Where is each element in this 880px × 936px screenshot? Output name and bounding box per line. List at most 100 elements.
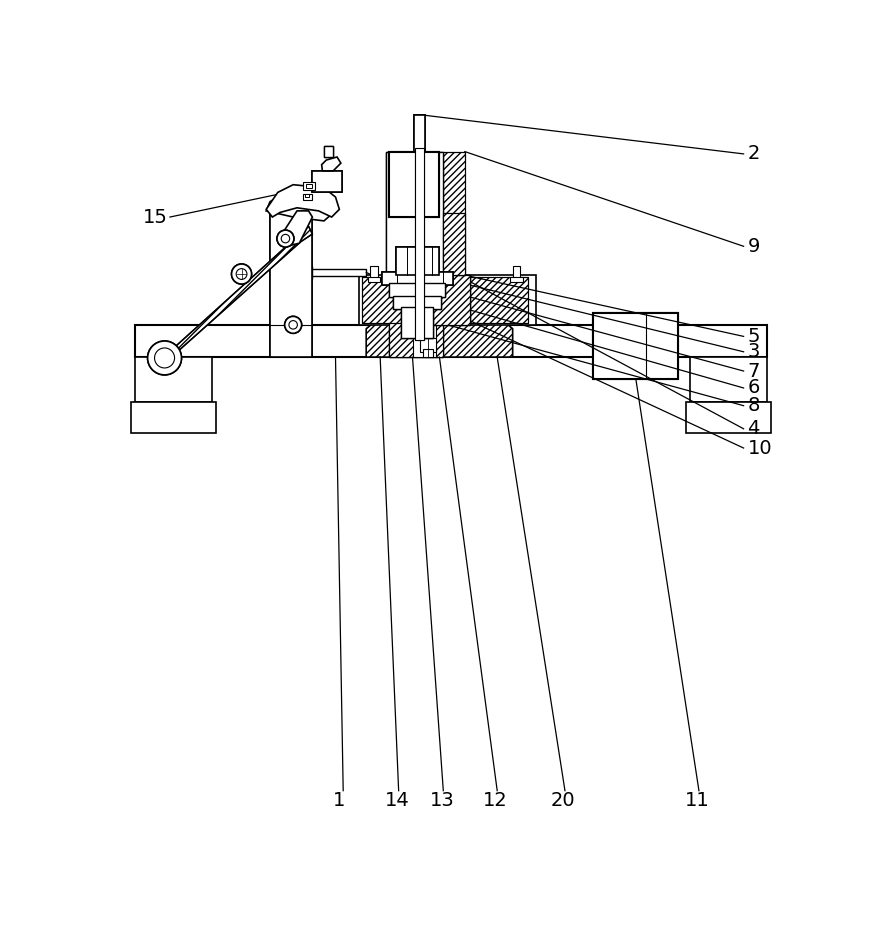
Bar bbox=[304, 194, 310, 197]
Bar bbox=[422, 349, 433, 358]
Bar bbox=[382, 272, 452, 285]
Text: 20: 20 bbox=[551, 791, 576, 811]
Polygon shape bbox=[444, 310, 513, 358]
Bar bbox=[396, 247, 439, 275]
Bar bbox=[444, 213, 465, 275]
Bar bbox=[413, 323, 436, 358]
Polygon shape bbox=[280, 211, 312, 246]
Bar bbox=[401, 307, 433, 338]
Bar bbox=[304, 194, 312, 200]
Bar bbox=[690, 358, 766, 402]
Text: 11: 11 bbox=[685, 791, 710, 811]
Bar bbox=[384, 273, 451, 284]
Text: 9: 9 bbox=[747, 237, 759, 256]
Bar bbox=[395, 297, 439, 309]
Polygon shape bbox=[162, 227, 312, 362]
Polygon shape bbox=[322, 157, 341, 171]
Bar bbox=[396, 247, 439, 275]
Bar bbox=[444, 152, 465, 275]
Bar bbox=[421, 275, 470, 325]
Bar bbox=[391, 284, 444, 297]
Bar bbox=[593, 314, 678, 379]
Bar bbox=[389, 310, 444, 358]
Circle shape bbox=[155, 348, 174, 368]
Polygon shape bbox=[267, 184, 340, 217]
Bar bbox=[444, 152, 465, 275]
Bar bbox=[389, 284, 445, 297]
Bar bbox=[414, 114, 425, 152]
Text: 5: 5 bbox=[747, 327, 760, 346]
Bar bbox=[389, 152, 439, 217]
Circle shape bbox=[277, 230, 294, 247]
Bar bbox=[389, 284, 445, 297]
Bar bbox=[414, 148, 424, 341]
Bar bbox=[414, 114, 425, 152]
Bar bbox=[401, 307, 433, 338]
Text: 7: 7 bbox=[747, 361, 759, 381]
Text: 10: 10 bbox=[747, 439, 772, 458]
Bar bbox=[414, 148, 424, 341]
Bar bbox=[389, 152, 439, 217]
Text: 1: 1 bbox=[334, 791, 346, 811]
Bar bbox=[384, 273, 451, 284]
Text: 3: 3 bbox=[747, 343, 759, 361]
Bar bbox=[397, 249, 437, 273]
Text: 2: 2 bbox=[747, 144, 759, 164]
Bar bbox=[389, 310, 444, 358]
Bar bbox=[270, 203, 312, 358]
Bar bbox=[363, 277, 421, 323]
Bar bbox=[393, 296, 441, 310]
Bar bbox=[397, 249, 437, 273]
Bar bbox=[363, 277, 421, 323]
Circle shape bbox=[277, 230, 294, 247]
Bar bbox=[421, 275, 470, 325]
Circle shape bbox=[285, 316, 302, 333]
Circle shape bbox=[236, 269, 247, 280]
Bar bbox=[309, 270, 366, 275]
Bar bbox=[382, 272, 452, 285]
Bar bbox=[470, 277, 528, 323]
Bar bbox=[593, 314, 678, 379]
Circle shape bbox=[285, 316, 302, 333]
Bar bbox=[324, 146, 334, 157]
Bar bbox=[385, 152, 444, 275]
Circle shape bbox=[282, 234, 290, 242]
Text: 12: 12 bbox=[483, 791, 508, 811]
Text: 6: 6 bbox=[747, 378, 759, 398]
Bar bbox=[389, 310, 444, 358]
Bar bbox=[324, 146, 334, 157]
Bar bbox=[470, 277, 528, 323]
Bar bbox=[136, 358, 212, 402]
Polygon shape bbox=[267, 186, 335, 221]
Bar bbox=[513, 267, 520, 279]
Bar bbox=[421, 338, 436, 352]
Bar bbox=[306, 184, 312, 188]
Bar bbox=[421, 275, 470, 325]
Text: 8: 8 bbox=[747, 396, 759, 416]
Bar bbox=[270, 203, 312, 358]
Bar bbox=[131, 402, 216, 432]
Bar bbox=[415, 149, 423, 340]
Bar bbox=[391, 284, 444, 297]
Bar bbox=[136, 325, 766, 358]
Circle shape bbox=[148, 341, 181, 375]
Bar bbox=[304, 183, 315, 190]
Polygon shape bbox=[366, 310, 444, 358]
Bar bbox=[510, 277, 523, 282]
Bar bbox=[686, 402, 771, 432]
Text: 15: 15 bbox=[143, 208, 168, 227]
Bar bbox=[393, 296, 441, 310]
Text: 4: 4 bbox=[747, 419, 759, 438]
Bar bbox=[385, 152, 444, 275]
Bar bbox=[368, 277, 380, 282]
Bar bbox=[312, 171, 341, 193]
Bar bbox=[312, 171, 341, 193]
Text: 14: 14 bbox=[385, 791, 409, 811]
Circle shape bbox=[231, 264, 252, 284]
Text: 13: 13 bbox=[429, 791, 454, 811]
Bar bbox=[304, 267, 312, 279]
Bar bbox=[415, 149, 423, 340]
Circle shape bbox=[231, 264, 252, 284]
Bar bbox=[370, 267, 378, 279]
Bar bbox=[444, 213, 465, 275]
